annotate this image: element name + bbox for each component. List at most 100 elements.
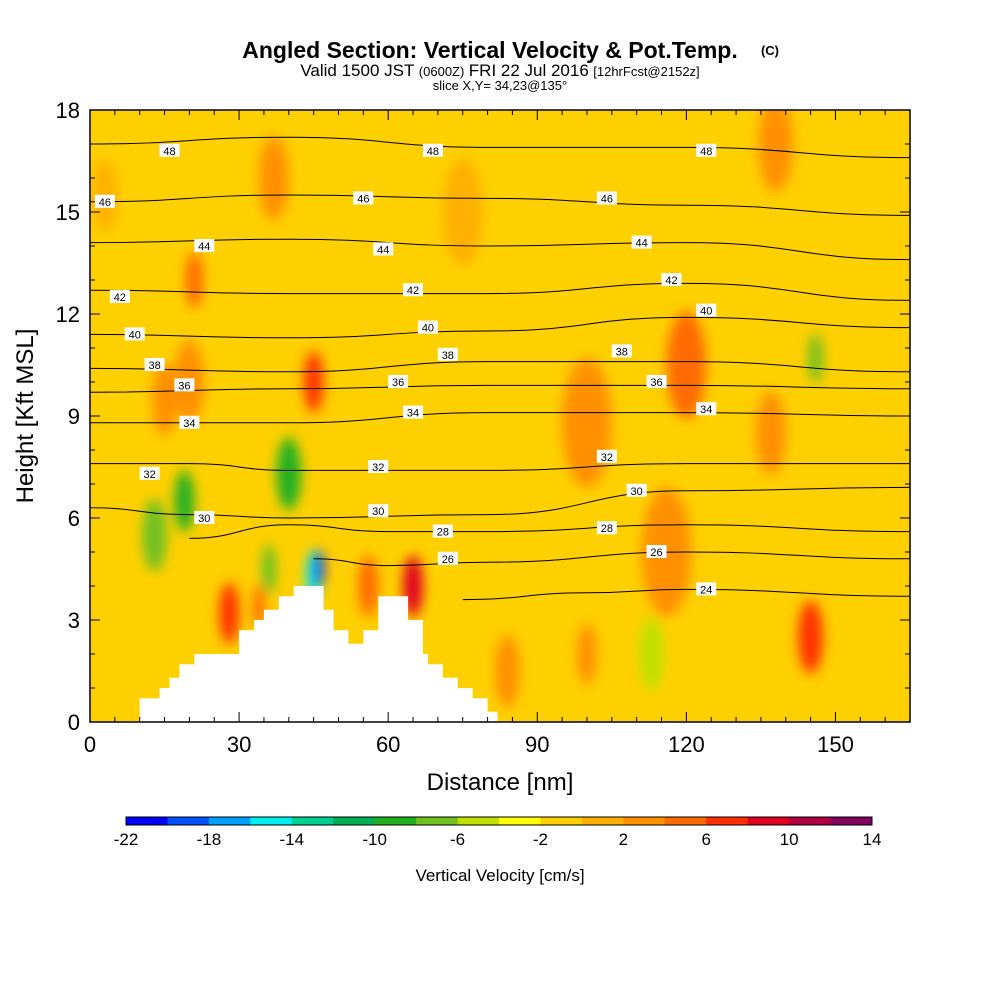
isentrope-label-text: 46 (99, 197, 111, 209)
colorbar-tick-label: -2 (533, 830, 548, 849)
isentrope-label-text: 32 (372, 462, 384, 474)
colorbar-tick-label: -10 (362, 830, 387, 849)
y-axis-label: Height [Kft MSL] (12, 329, 39, 504)
plot-area (90, 110, 910, 722)
isentrope-label-text: 38 (616, 346, 628, 358)
isentrope-label: 44 (631, 235, 652, 250)
x-tick-label: 0 (84, 732, 96, 757)
isentrope-label-box (417, 320, 438, 334)
isentrope-label: 44 (194, 239, 215, 253)
isentrope-label-text: 44 (636, 238, 648, 250)
colorbar-swatch (830, 817, 873, 825)
isentrope-label-box (194, 511, 215, 524)
isentrope-label-box (631, 235, 652, 249)
colorbar-tick-label: 14 (863, 830, 882, 849)
velocity-cell (442, 158, 483, 266)
velocity-cell (639, 617, 664, 691)
isentrope-label: 30 (368, 504, 389, 518)
velocity-cell (174, 470, 195, 532)
isentrope-label-text: 36 (392, 377, 404, 389)
isentrope-label: 32 (368, 460, 389, 474)
contour-labels: 48 48 48 46 46 46 44 44 44 42 42 42 40 40 40 38 38 38 36 36… (94, 143, 717, 596)
x-tick-label: 90 (525, 732, 549, 757)
isentrope-label-text: 42 (114, 292, 126, 304)
colorbar-swatch (374, 817, 417, 825)
isentrope-label-text: 34 (183, 418, 195, 430)
isentrope-label: 28 (596, 521, 617, 535)
isentrope-label-box (109, 290, 130, 303)
isentrope-label-box (179, 415, 200, 429)
isentrope-label-box (353, 191, 374, 205)
isentrope-label-text: 26 (650, 547, 662, 559)
colorbar-swatch (664, 817, 707, 825)
isentrope-label: 48 (159, 143, 180, 158)
isentrope-label-box (139, 466, 160, 480)
isentrope-label-box (596, 191, 617, 205)
isentrope-label-text: 40 (700, 306, 712, 318)
colorbar-swatch (333, 817, 376, 825)
isentrope-label-text: 48 (700, 146, 712, 158)
isentrope-label: 46 (94, 194, 115, 209)
isentrope-label-box (159, 143, 180, 157)
x-axis-label: Distance [nm] (427, 769, 574, 796)
colorbar-label: Vertical Velocity [cm/s] (415, 866, 584, 885)
chart-subtitle: Valid 1500 JST (0600Z) FRI 22 Jul 2016 [… (300, 61, 699, 80)
terrain (139, 586, 498, 722)
isentrope-label: 46 (596, 191, 617, 205)
colorbar-swatch (416, 817, 459, 825)
isentrope-label: 40 (124, 327, 145, 341)
colorbar-swatch (457, 817, 500, 825)
x-tick-label: 60 (376, 732, 400, 757)
isentrope-label-text: 30 (631, 486, 643, 498)
isentrope-label-box (403, 405, 424, 419)
colorbar-tick-label: 6 (701, 830, 710, 849)
velocity-cell (495, 634, 520, 708)
isentrope-label-text: 28 (601, 523, 613, 535)
isentrope-label-box (696, 303, 717, 317)
velocity-cell (358, 555, 379, 617)
isentrope-label-box (194, 239, 215, 252)
isentrope-line (462, 588, 910, 601)
isentrope-label-box (432, 524, 453, 538)
isentrope-label-text: 36 (650, 377, 662, 389)
isentrope-label-text: 28 (437, 527, 449, 539)
colorbar-tick-label: 10 (780, 830, 799, 849)
isentrope-label: 44 (373, 242, 394, 256)
isentrope-label-box (596, 449, 617, 463)
isentrope-line (90, 282, 910, 301)
colorbar-swatch (499, 817, 541, 825)
isentrope-label: 30 (194, 511, 215, 525)
isentrope-label: 40 (696, 303, 717, 318)
isentrope-label-box (124, 327, 145, 341)
velocity-cell (313, 549, 324, 589)
isentrope-label-text: 32 (601, 452, 613, 464)
velocity-cell (798, 600, 824, 674)
isentrope-line (90, 361, 910, 373)
isentrope-label-box (596, 521, 617, 535)
isentrope-line (90, 412, 910, 424)
x-axis: 0 30 60 90 120 150 (84, 110, 886, 757)
isentrope-label-box (437, 347, 458, 361)
isentrope-label-box (696, 402, 717, 416)
subtitle-valid: Valid 1500 JST (300, 61, 414, 80)
isentrope-label: 38 (611, 344, 632, 358)
isentrope-label-box (403, 283, 424, 297)
velocity-background (90, 110, 910, 722)
y-tick-label: 6 (68, 506, 80, 531)
chart-title: Angled Section: Vertical Velocity & Pot.… (242, 37, 737, 63)
isentrope-label: 48 (422, 143, 443, 158)
isentrope-label: 36 (646, 375, 667, 389)
isentrope-label-text: 26 (442, 554, 454, 566)
colorbar-tick-label: -22 (114, 830, 139, 849)
isentrope-label-box (646, 545, 667, 558)
isentrope-label-box (174, 378, 195, 392)
isentrope-label-box (696, 582, 717, 596)
isentrope-label: 42 (109, 290, 130, 304)
isentrope-label-box (661, 273, 682, 286)
isentrope-label-text: 44 (377, 244, 389, 256)
colorbar-swatch (581, 817, 624, 825)
colorbar-swatch (789, 817, 832, 825)
x-tick-label: 120 (668, 732, 705, 757)
isentrope-line (90, 463, 910, 471)
colorbar-ticks: -22 -18 -14 -10 -6 -2 2 6 10 14 (114, 830, 882, 849)
